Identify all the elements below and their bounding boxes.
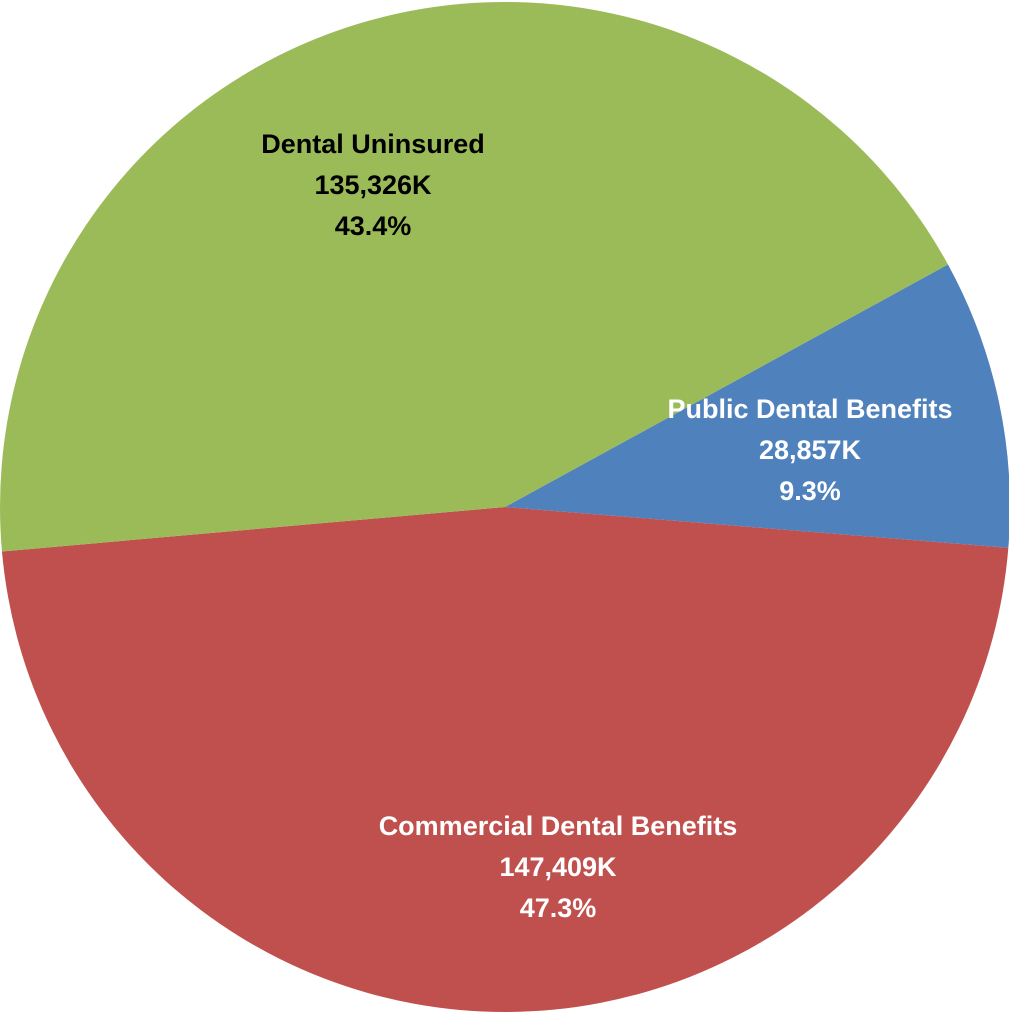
slice-value: 28,857K [758, 435, 862, 465]
slice-label-dental-uninsured: Dental Uninsured 135,326K 43.4% [261, 124, 485, 247]
slice-name: Public Dental Benefits [667, 394, 953, 424]
slice-percent: 9.3% [779, 476, 841, 506]
slice-name: Dental Uninsured [261, 129, 485, 159]
slice-value: 135,326K [314, 170, 432, 200]
pie-slice-commercial-dental-benefits [1, 507, 1009, 1012]
slice-label-commercial-dental-benefits: Commercial Dental Benefits 147,409K 47.3… [378, 806, 738, 929]
pie-slice-dental-uninsured [0, 2, 948, 552]
slice-value: 147,409K [499, 852, 617, 882]
pie-slice-public-dental-benefits [505, 264, 1009, 548]
slice-percent: 43.4% [334, 211, 412, 241]
slice-name: Commercial Dental Benefits [378, 811, 738, 841]
slice-percent: 47.3% [519, 893, 597, 923]
slice-label-public-dental-benefits: Public Dental Benefits 28,857K 9.3% [667, 389, 952, 512]
